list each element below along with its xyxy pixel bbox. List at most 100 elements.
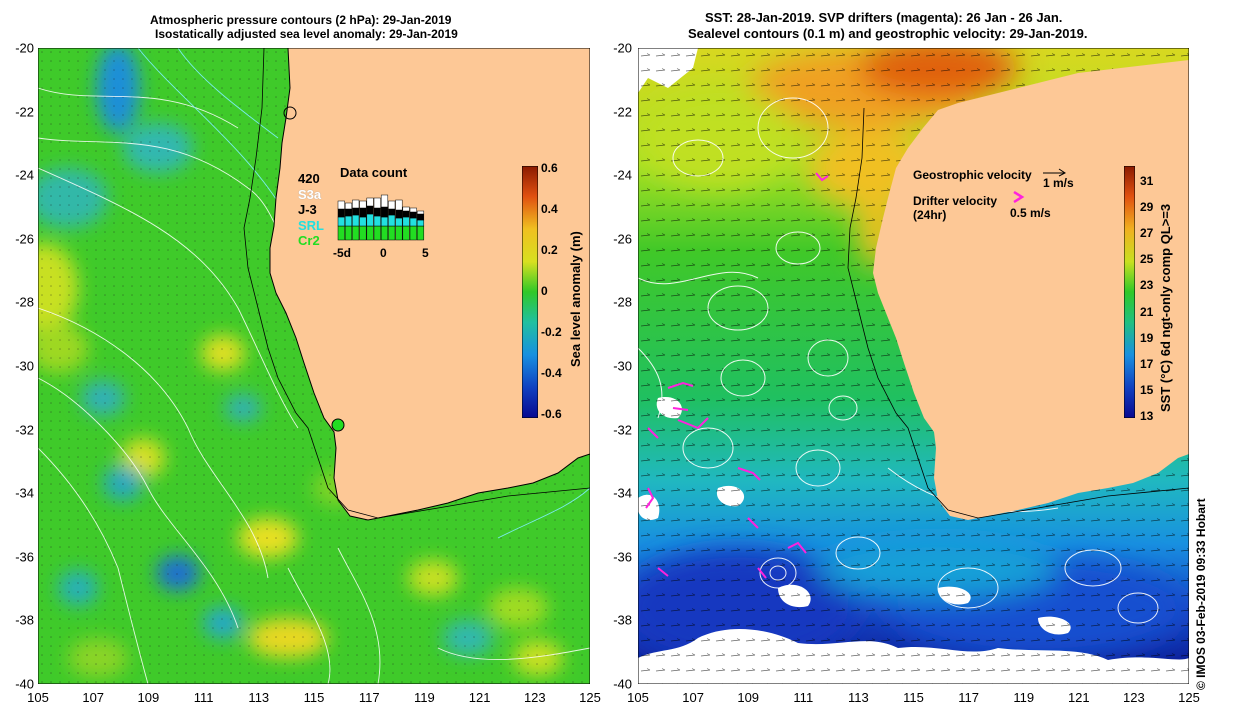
data-count-bar-segment: [380, 206, 389, 218]
data-count-bar-segment: [337, 225, 345, 241]
satellite-label: SRL: [298, 217, 324, 233]
data-count-bar-segment: [388, 225, 396, 241]
data-count-bar-segment: [352, 207, 360, 216]
left-y-tick: -32: [15, 422, 34, 438]
data-count-bar-segment: [337, 208, 345, 218]
data-count-bar-segment: [395, 209, 403, 219]
data-count-bar-segment: [366, 197, 374, 207]
left-x-tick: 121: [468, 690, 491, 705]
right-x-tick: 111: [793, 690, 814, 705]
left-x-tick: 123: [523, 690, 546, 705]
data-count-bar-segment: [373, 225, 381, 241]
right-y-tick: -34: [613, 485, 632, 501]
satellite-label: Cr2: [298, 233, 320, 248]
data-count-bar-segment: [352, 225, 360, 241]
geostrophic-velocity-label: Geostrophic velocity: [913, 168, 1032, 182]
left-y-tick: -38: [15, 612, 34, 628]
data-count-bar-segment: [380, 194, 389, 208]
data-count-bar-segment: [366, 225, 374, 241]
right-x-tick: 105: [627, 690, 649, 705]
right-x-tick: 115: [903, 690, 924, 705]
data-count-bar-segment: [344, 225, 353, 241]
left_panel-colorbar-tick: 0.2: [541, 243, 558, 257]
left-title-line1: Atmospheric pressure contours (2 hPa): 2…: [150, 13, 452, 27]
right-x-tick: 121: [1067, 690, 1090, 705]
right-map: [638, 48, 1189, 684]
left-x-tick: 115: [303, 690, 325, 705]
data-count-bar-segment: [373, 215, 381, 227]
data-count-bar-segment: [388, 214, 396, 227]
left-y-tick: -20: [15, 40, 34, 56]
left-y-tick: -26: [15, 231, 34, 247]
right-x-tick: 125: [1178, 690, 1200, 705]
data-count-bar-segment: [395, 217, 403, 227]
data-count-bar-segment: [344, 208, 353, 217]
data-count-bar-segment: [359, 200, 367, 209]
data-count-bar-segment: [416, 225, 425, 241]
data-count-bar-segment: [409, 217, 417, 227]
right_panel-colorbar-tick: 23: [1140, 278, 1154, 293]
left-x-tick: 107: [82, 690, 105, 705]
right-land: [873, 60, 1189, 520]
left-y-tick: -40: [15, 676, 34, 692]
right-y-tick: -22: [613, 104, 632, 120]
geostrophic-arrow-icon: [1043, 168, 1066, 177]
left-x-tick: 111: [193, 690, 214, 705]
right_panel-colorbar-tick: 17: [1140, 356, 1154, 371]
left-x-tick: 113: [248, 690, 270, 705]
right-y-tick: -26: [613, 231, 632, 247]
left-colorbar: [522, 166, 538, 418]
left-y-tick: -24: [15, 167, 34, 183]
left-title-line2: Isostatically adjusted sea level anomaly…: [155, 27, 458, 41]
right_panel-colorbar-tick: 25: [1140, 252, 1154, 267]
right_panel-colorbar-tick: 29: [1140, 200, 1154, 215]
left-x-tick: 117: [358, 690, 380, 705]
data-count-bar-segment: [402, 216, 410, 227]
station-marker-north: [283, 106, 297, 120]
data-count-bar-segment: [344, 202, 353, 210]
drifter-velocity-label-24hr: (24hr): [913, 208, 947, 222]
geostrophic-scale-label: 1 m/s: [1043, 176, 1074, 190]
data-count-bar-segment: [395, 225, 403, 241]
data-count-bar-segment: [416, 210, 425, 215]
right_panel-colorbar-tick: 21: [1140, 304, 1154, 319]
left-x-tick: 125: [579, 690, 601, 705]
right-y-tick: -20: [613, 40, 632, 56]
data-count-axis-5: 5: [422, 246, 429, 260]
right_panel-colorbar-tick: 27: [1140, 226, 1154, 241]
left-y-tick: -34: [15, 485, 34, 501]
data-count-bar-segment: [359, 207, 367, 218]
data-count-title: Data count: [340, 165, 408, 180]
data-count-bar-segment: [337, 216, 345, 227]
drifter-scale-label: 0.5 m/s: [1010, 206, 1051, 220]
right-y-tick: -24: [613, 167, 632, 183]
left_panel-colorbar-tick: -0.6: [541, 407, 562, 421]
left_panel-colorbar-tick: -0.4: [541, 366, 562, 380]
right-colorbar-label: SST (°C) 6d ngt-only comp QL>=3: [1158, 203, 1173, 412]
left-y-tick: -30: [15, 358, 34, 374]
right-y-tick: -32: [613, 422, 632, 438]
right_panel-colorbar-tick: 15: [1140, 382, 1154, 397]
left-land: [270, 48, 590, 520]
data-count-bar-segment: [352, 214, 360, 227]
right_panel-colorbar-tick: 31: [1140, 174, 1154, 188]
right-x-tick: 117: [958, 690, 979, 705]
satellite-label: J-3: [298, 202, 317, 217]
right_panel-colorbar-tick: 19: [1140, 330, 1154, 345]
data-count-bar-segment: [380, 225, 389, 241]
station-marker-south: [331, 418, 345, 432]
data-count-axis-minus5: -5d: [333, 246, 351, 260]
left-map: [38, 48, 590, 684]
left_panel-colorbar-tick: 0.4: [541, 202, 558, 216]
data-count-bar-segment: [409, 225, 417, 241]
left-x-tick: 105: [27, 690, 49, 705]
data-count-bar-segment: [337, 200, 345, 210]
data-count-bar-segment: [409, 207, 417, 213]
left-y-tick: -36: [15, 549, 34, 565]
data-count-bar-segment: [409, 211, 417, 219]
left-y-tick: -22: [15, 104, 34, 120]
data-count-bar-segment: [352, 199, 360, 209]
left-y-tick: -28: [15, 294, 34, 310]
data-count-axis-0: 0: [380, 246, 387, 260]
right-y-tick: -30: [613, 358, 632, 374]
